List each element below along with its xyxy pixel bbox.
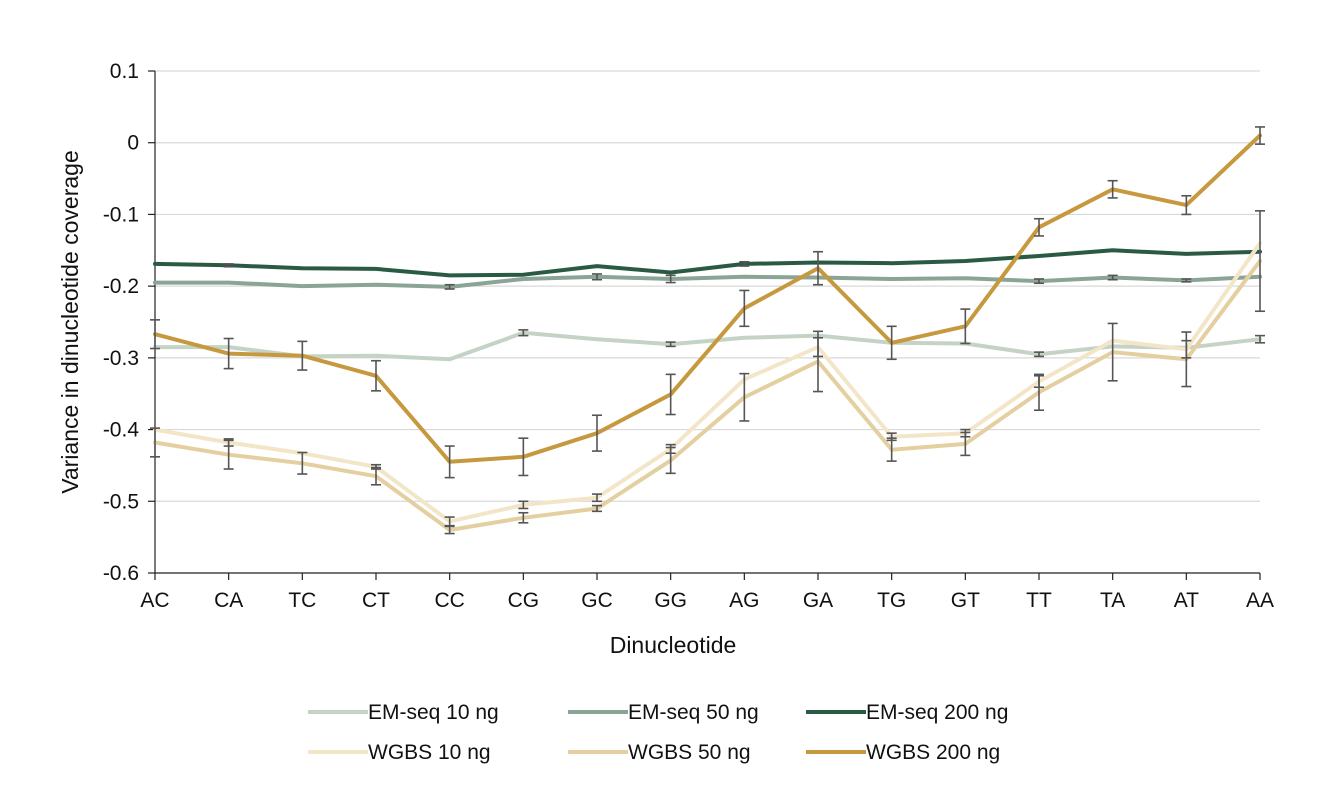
legend: EM-seq 10 ng EM-seq 50 ng EM-seq 200 ng WGB…	[308, 701, 1008, 764]
x-tick-label: TC	[288, 589, 316, 612]
x-tick-label: TG	[877, 589, 906, 612]
y-tick-label: -0.3	[103, 347, 139, 370]
legend-label: WGBS 200 ng	[866, 741, 1000, 764]
series-line	[153, 274, 1262, 289]
x-tick-label: GT	[951, 589, 980, 612]
x-tick-label: AA	[1246, 589, 1274, 612]
x-tick-label: CA	[214, 589, 243, 612]
series-line	[153, 259, 1262, 532]
legend-label: WGBS 50 ng	[628, 741, 751, 764]
y-tick-label: -0.6	[103, 562, 139, 585]
y-tick-label: -0.1	[103, 203, 139, 226]
y-tick-label: -0.4	[103, 419, 140, 442]
x-tick-label: TT	[1026, 589, 1052, 612]
series-line	[153, 133, 1262, 464]
x-tick-label: AT	[1174, 589, 1199, 612]
legend-label: WGBS 10 ng	[368, 741, 491, 764]
x-tick-label: CT	[362, 589, 390, 612]
x-tick-label: AG	[729, 589, 759, 612]
error-bars	[150, 126, 1265, 535]
series-lines	[153, 133, 1262, 532]
x-tick-label: GG	[654, 589, 687, 612]
axes	[154, 71, 1260, 574]
legend-label: EM-seq 50 ng	[628, 701, 759, 724]
y-axis-title: Variance in dinucleotide coverage	[57, 150, 83, 494]
y-tick-label: 0.1	[110, 60, 139, 83]
series-line	[153, 241, 1262, 524]
x-tick-label: TA	[1100, 589, 1125, 612]
y-tick-label: 0	[127, 132, 139, 155]
legend-label: EM-seq 200 ng	[866, 701, 1008, 724]
y-tick-label: -0.2	[103, 275, 139, 298]
x-tick-label: GA	[803, 589, 833, 612]
y-tick-label: -0.5	[103, 490, 139, 513]
x-tick-labels: AC CA TC CT CC CG GC GG AG GA TG GT TT TA AT AA	[140, 573, 1274, 612]
series-line	[153, 248, 1262, 278]
x-tick-label: GC	[581, 589, 613, 612]
x-axis-title: Dinucleotide	[610, 632, 737, 658]
legend-label: EM-seq 10 ng	[368, 701, 499, 724]
x-tick-label: AC	[140, 589, 169, 612]
series-line	[153, 330, 1262, 362]
x-tick-label: CG	[508, 589, 540, 612]
x-tick-label: CC	[434, 589, 464, 612]
y-tick-labels: 0.1 0 -0.1 -0.2 -0.3 -0.4 -0.5 -0.6	[103, 60, 155, 585]
